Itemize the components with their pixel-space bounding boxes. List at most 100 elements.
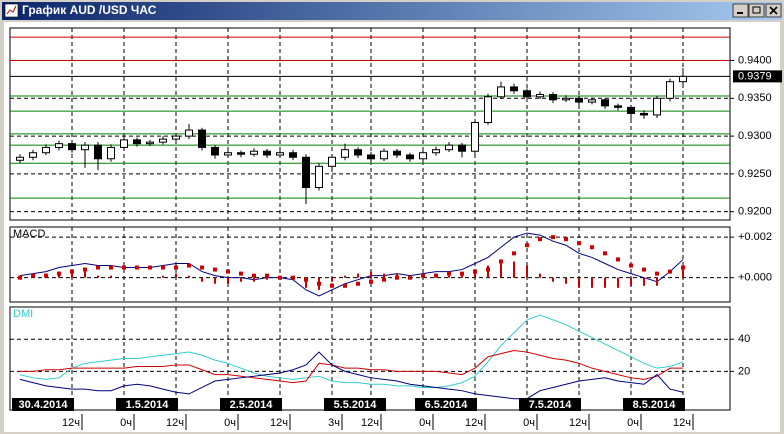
candle-body <box>471 121 479 152</box>
x-tick-label: 0ч <box>120 417 132 429</box>
date-box <box>415 398 477 411</box>
x-tick-label: 12ч <box>361 417 379 429</box>
x-tick-label: 0ч <box>627 417 639 429</box>
candle-body <box>523 90 531 98</box>
candle-body <box>302 156 310 188</box>
signal-dot <box>187 263 191 268</box>
candle-body <box>107 146 115 160</box>
candle-body <box>380 150 388 160</box>
signal-dot <box>512 251 516 256</box>
indicator-line <box>19 314 684 388</box>
x-tick-label: 3ч <box>328 417 340 429</box>
candle-body <box>341 149 349 158</box>
y-tick-label: 20 <box>738 365 750 377</box>
button-face[interactable] <box>748 3 765 18</box>
date-box <box>12 398 74 411</box>
candle-body <box>536 94 544 98</box>
date-box <box>220 398 282 411</box>
signal-dot <box>265 273 269 278</box>
signal-dot <box>83 267 87 272</box>
title-bar <box>2 2 782 20</box>
candle-body <box>601 99 609 107</box>
candle-body <box>29 152 37 158</box>
x-tick-label: 12ч <box>465 417 483 429</box>
date-label: 1.5.2014 <box>126 399 170 411</box>
date-label: 30.4.2014 <box>19 399 69 411</box>
candle-body <box>250 150 258 155</box>
panel-frame <box>9 306 731 411</box>
x-tick-label: 12ч <box>166 417 184 429</box>
panel-title: MACD <box>13 228 45 240</box>
candle-body <box>549 94 557 101</box>
candle-body <box>198 129 206 148</box>
candle-body <box>432 149 440 154</box>
x-tick-label: 0ч <box>224 417 236 429</box>
signal-dot <box>278 275 282 280</box>
x-tick-label: 12ч <box>62 417 80 429</box>
candle-body <box>289 152 297 158</box>
candle-body <box>211 146 219 156</box>
candle-body <box>653 97 661 116</box>
candle-body <box>237 152 245 155</box>
signal-dot <box>356 281 360 286</box>
candle-body <box>679 75 687 83</box>
window-icon-glyph <box>6 5 17 15</box>
candle-body <box>55 143 63 148</box>
date-label: 6.5.2014 <box>425 399 469 411</box>
button-glyph <box>769 6 778 15</box>
close-button[interactable] <box>765 3 782 18</box>
signal-dot <box>369 279 373 284</box>
candle-body <box>315 165 323 188</box>
candle-body <box>406 154 414 160</box>
candle-body <box>562 97 570 101</box>
x-tick-label: 0ч <box>523 417 535 429</box>
plot-layer: 0.9200 0.9250 0.9300 0.9350 0.9400 0.9379 +0.0… <box>9 27 782 430</box>
signal-dot <box>213 267 217 272</box>
signal-dot <box>382 277 386 282</box>
indicator-line <box>19 351 684 400</box>
y-tick-label: +0.000 <box>738 272 772 284</box>
signal-dot <box>252 273 256 278</box>
signal-dot <box>96 265 100 270</box>
panel-frame <box>9 27 731 221</box>
candle-body <box>146 141 154 145</box>
panel-frame <box>9 226 731 303</box>
button-glyph <box>752 6 761 14</box>
candle-body <box>588 99 596 103</box>
signal-dot <box>135 265 139 270</box>
candle-body <box>185 129 193 137</box>
candle-body <box>68 143 76 151</box>
signal-dot <box>148 265 152 270</box>
macd-line <box>19 232 684 297</box>
maximize-button[interactable] <box>748 3 765 18</box>
x-tick-label: 12ч <box>569 417 587 429</box>
x-tick-label: 12ч <box>673 417 691 429</box>
signal-dot <box>122 265 126 270</box>
candle-body <box>276 152 284 156</box>
candle-body <box>393 150 401 156</box>
signal-dot <box>200 265 204 270</box>
minimize-button[interactable] <box>732 3 749 18</box>
y-tick-label: 0.9350 <box>738 92 772 104</box>
signal-dot <box>538 237 542 242</box>
candle-body <box>172 135 180 140</box>
signal-dot <box>681 265 685 270</box>
indicator-line <box>20 349 683 384</box>
signal-dot <box>590 245 594 250</box>
candle-body <box>445 144 453 151</box>
candle-body <box>419 152 427 160</box>
button-face[interactable] <box>732 3 749 18</box>
signal-dot <box>564 237 568 242</box>
candle-body <box>133 139 141 145</box>
date-label: 2.5.2014 <box>230 399 274 411</box>
signal-dot <box>629 263 633 268</box>
date-box <box>623 398 685 411</box>
candle-body <box>614 105 622 108</box>
last-price-label: 0.9379 <box>738 70 772 82</box>
candle-body <box>484 96 492 123</box>
signal-dot <box>525 243 529 248</box>
candle-body <box>224 152 232 156</box>
signal-dot <box>109 265 113 270</box>
candle-body <box>159 138 167 143</box>
